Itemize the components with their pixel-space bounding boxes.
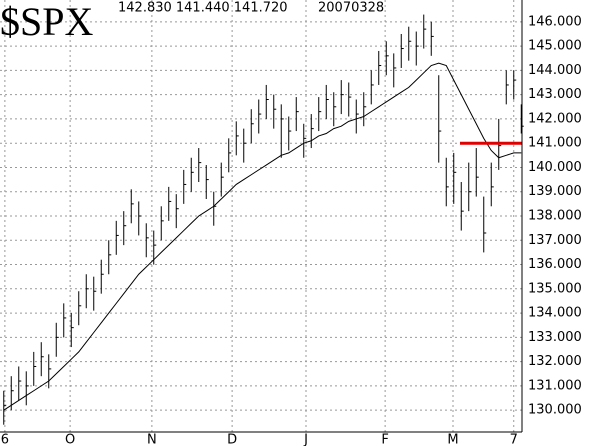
y-tick-label: 133.000 [528, 330, 582, 345]
y-tick-label: 140.000 [528, 160, 582, 175]
x-tick-label: 7 [510, 433, 518, 446]
y-tick-label: 134.000 [528, 306, 582, 321]
quote: 142.830 141.440 141.720 [118, 1, 288, 16]
x-tick-label: M [447, 433, 458, 446]
y-tick-label: 143.000 [528, 87, 582, 102]
x-tick-label: 6 [1, 433, 9, 446]
x-tick-label: O [65, 433, 75, 446]
marks-layer [3, 14, 524, 425]
y-tick-label: 137.000 [528, 233, 582, 248]
y-tick-label: 139.000 [528, 184, 582, 199]
y-tick-label: 136.000 [528, 257, 582, 272]
date: 20070328 [318, 1, 384, 16]
y-tick-label: 130.000 [528, 403, 582, 418]
y-tick-label: 141.000 [528, 136, 582, 151]
y-tick-label: 135.000 [528, 281, 582, 296]
y-tick-label: 131.000 [528, 378, 582, 393]
x-tick-label: D [227, 433, 237, 446]
y-tick-label: 142.000 [528, 111, 582, 126]
x-tick-label: J [303, 433, 308, 446]
y-tick-label: 144.000 [528, 63, 582, 78]
y-tick-label: 146.000 [528, 14, 582, 29]
chart-title: $SPX [0, 0, 93, 44]
moving-average [3, 62, 522, 411]
y-tick-label: 145.000 [528, 39, 582, 54]
y-tick-label: 132.000 [528, 354, 582, 369]
x-tick-label: N [147, 433, 157, 446]
x-tick-label: F [381, 433, 388, 446]
y-tick-label: 138.000 [528, 209, 582, 224]
